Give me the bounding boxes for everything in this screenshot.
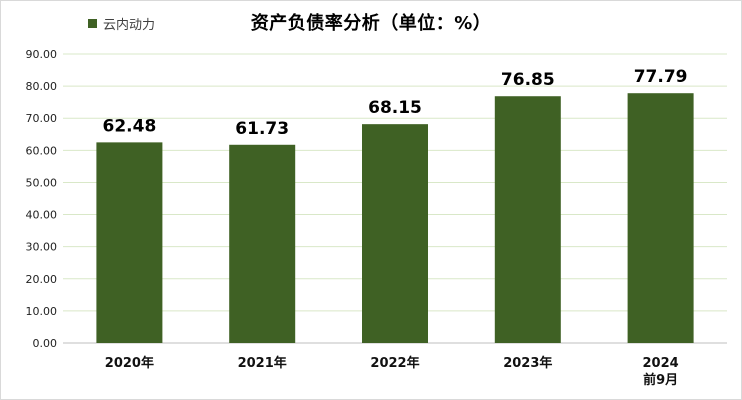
bar <box>229 144 296 343</box>
data-label: 61.73 <box>235 119 289 139</box>
legend: 云内动力 <box>88 14 155 33</box>
y-tick-label: 60.00 <box>26 144 58 157</box>
x-tick-label: 2023年 <box>503 355 552 371</box>
data-label: 76.85 <box>501 70 555 90</box>
data-label: 68.15 <box>368 98 422 118</box>
bar <box>627 93 694 343</box>
y-tick-label: 40.00 <box>26 209 58 222</box>
y-tick-label: 0.00 <box>33 337 58 350</box>
y-tick-label: 30.00 <box>26 241 58 254</box>
bar <box>362 124 428 343</box>
legend-swatch <box>88 19 97 28</box>
y-tick-label: 10.00 <box>26 305 58 318</box>
y-tick-label: 20.00 <box>26 273 58 286</box>
chart-title: 资产负债率分析（单位：%） <box>250 13 492 34</box>
bar <box>96 142 163 343</box>
x-tick-label: 2021年 <box>238 355 287 371</box>
y-tick-label: 70.00 <box>26 112 58 125</box>
data-label: 62.48 <box>103 116 157 136</box>
bar <box>494 96 561 344</box>
x-tick-label: 2022年 <box>370 355 419 371</box>
x-tick-label: 2024 前9月 <box>643 356 679 388</box>
legend-label: 云内动力 <box>103 18 156 33</box>
data-label: 77.79 <box>634 67 688 87</box>
y-tick-label: 80.00 <box>26 80 58 93</box>
y-tick-label: 90.00 <box>26 48 58 61</box>
x-tick-label: 2020年 <box>105 355 154 371</box>
y-tick-label: 50.00 <box>26 176 58 189</box>
